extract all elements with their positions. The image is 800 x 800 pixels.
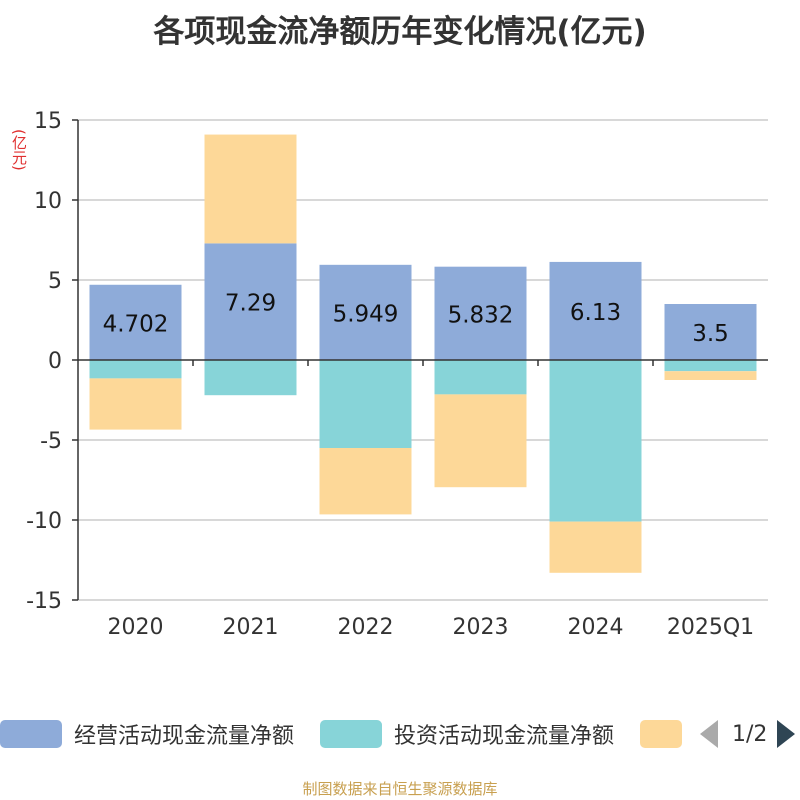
- x-tick-label: 2024: [568, 615, 624, 640]
- legend-label: 投资活动现金流量净额: [394, 724, 615, 749]
- bar-segment: [549, 261, 642, 360]
- data-label: 6.13: [570, 300, 621, 326]
- bar-segment: [549, 360, 642, 522]
- data-label: 7.29: [225, 291, 276, 317]
- bar-segment: [319, 448, 412, 515]
- legend-pager: 1/2: [700, 716, 796, 752]
- bar-segment: [664, 371, 757, 380]
- legend-item-financing[interactable]: [640, 716, 682, 752]
- x-tick-label: 2023: [453, 615, 509, 640]
- y-tick-label: 0: [48, 349, 62, 374]
- legend-item-investing[interactable]: 投资活动现金流量净额: [320, 716, 614, 752]
- data-label: 5.949: [333, 301, 399, 327]
- bar-segment: [549, 521, 642, 573]
- source-note: 制图数据来自恒生聚源数据库: [302, 780, 498, 798]
- y-tick-label: 15: [34, 109, 62, 134]
- bar-segment: [204, 360, 297, 396]
- grid-layer: [78, 119, 768, 601]
- legend-swatch: [0, 720, 62, 748]
- bar-segment: [664, 304, 757, 360]
- y-tick-label: -5: [40, 429, 62, 454]
- bar-layer: [89, 134, 757, 573]
- pager-next-icon[interactable]: [777, 720, 796, 748]
- x-tick-label: 2025Q1: [667, 615, 754, 640]
- bar-segment: [89, 360, 182, 379]
- bar-segment: [89, 284, 182, 360]
- legend-item-operating[interactable]: 经营活动现金流量净额: [0, 716, 294, 752]
- data-label: 5.832: [448, 302, 514, 328]
- pager-prev-icon[interactable]: [700, 720, 718, 748]
- axis-layer: [72, 119, 768, 601]
- data-label: 3.5: [692, 321, 729, 347]
- legend-swatch: [320, 720, 382, 748]
- y-tick-label: 5: [48, 269, 62, 294]
- x-tick-label: 2022: [338, 615, 394, 640]
- data-label: 4.702: [103, 311, 169, 337]
- bar-segment: [434, 394, 527, 488]
- label-layer: 15 10 5 0 -5 -10 -15 4.702 2020 7.29 2021 5.949 2022…: [26, 109, 754, 640]
- x-tick-label: 2021: [223, 615, 279, 640]
- bar-segment: [319, 264, 412, 360]
- pager-text: 1/2: [732, 721, 768, 747]
- legend-swatch: [640, 720, 682, 748]
- bar-segment: [434, 360, 527, 395]
- bar-segment: [434, 266, 527, 360]
- y-tick-label: 10: [34, 189, 62, 214]
- bar-segment: [319, 360, 412, 448]
- bar-segment: [204, 134, 297, 244]
- y-axis-unit: (亿元): [10, 129, 28, 171]
- x-tick-label: 2020: [108, 615, 164, 640]
- legend: 经营活动现金流量净额 投资活动现金流量净额: [0, 716, 800, 752]
- chart-title: 各项现金流净额历年变化情况(亿元): [153, 14, 647, 50]
- bar-segment: [89, 378, 182, 430]
- legend-label: 经营活动现金流量净额: [74, 724, 295, 749]
- y-tick-label: -10: [26, 509, 62, 534]
- bar-segment: [204, 243, 297, 360]
- y-tick-label: -15: [26, 589, 62, 614]
- bar-segment: [664, 360, 757, 372]
